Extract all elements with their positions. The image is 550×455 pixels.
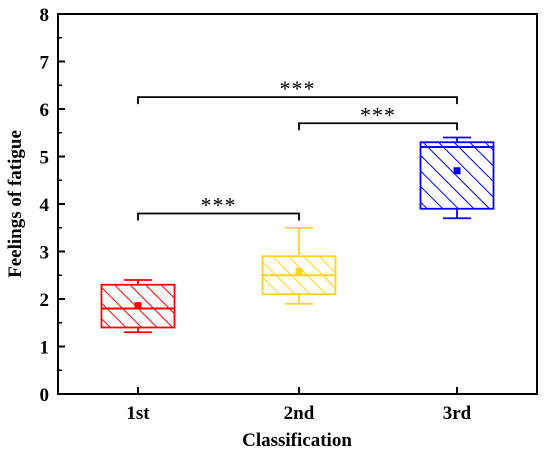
- y-tick-label: 0: [40, 385, 50, 406]
- bracket-line: [137, 96, 458, 105]
- mean-marker: [295, 267, 303, 275]
- y-tick-label: 4: [40, 195, 50, 216]
- bracket-line: [137, 212, 300, 221]
- significance-bracket: ***: [298, 102, 458, 131]
- y-tick-label: 3: [40, 243, 50, 264]
- mean-marker: [453, 167, 461, 175]
- significance-label: ***: [201, 193, 237, 218]
- y-tick-label: 2: [40, 290, 50, 311]
- y-tick-label: 7: [40, 53, 50, 74]
- y-tick-label: 5: [40, 148, 50, 169]
- box-series: [100, 136, 495, 334]
- y-tick-label: 1: [40, 338, 50, 359]
- mean-marker: [134, 302, 142, 310]
- significance-brackets: *** *** ***: [137, 76, 458, 221]
- x-axis-title: Classification: [242, 430, 352, 451]
- x-tick-label-2nd: 2nd: [284, 403, 315, 424]
- box-1st: [100, 279, 176, 334]
- y-tick-label: 8: [40, 5, 50, 26]
- box-3rd: [419, 136, 495, 220]
- box-2nd: [261, 226, 337, 305]
- significance-label: ***: [280, 76, 316, 101]
- y-tick-label: 6: [40, 100, 50, 121]
- x-tick-label-1st: 1st: [126, 403, 150, 424]
- x-tick-label-3rd: 3rd: [443, 403, 472, 424]
- significance-bracket: ***: [137, 193, 300, 221]
- bracket-line: [298, 122, 458, 131]
- significance-bracket: ***: [137, 76, 458, 105]
- axes: 0 1 2 3 4 5 6 7 8 1st 2nd 3rd: [40, 5, 538, 424]
- significance-label: ***: [360, 102, 396, 127]
- y-axis-title: Feelings of fatigue: [5, 130, 26, 278]
- box-iqr: [419, 141, 495, 210]
